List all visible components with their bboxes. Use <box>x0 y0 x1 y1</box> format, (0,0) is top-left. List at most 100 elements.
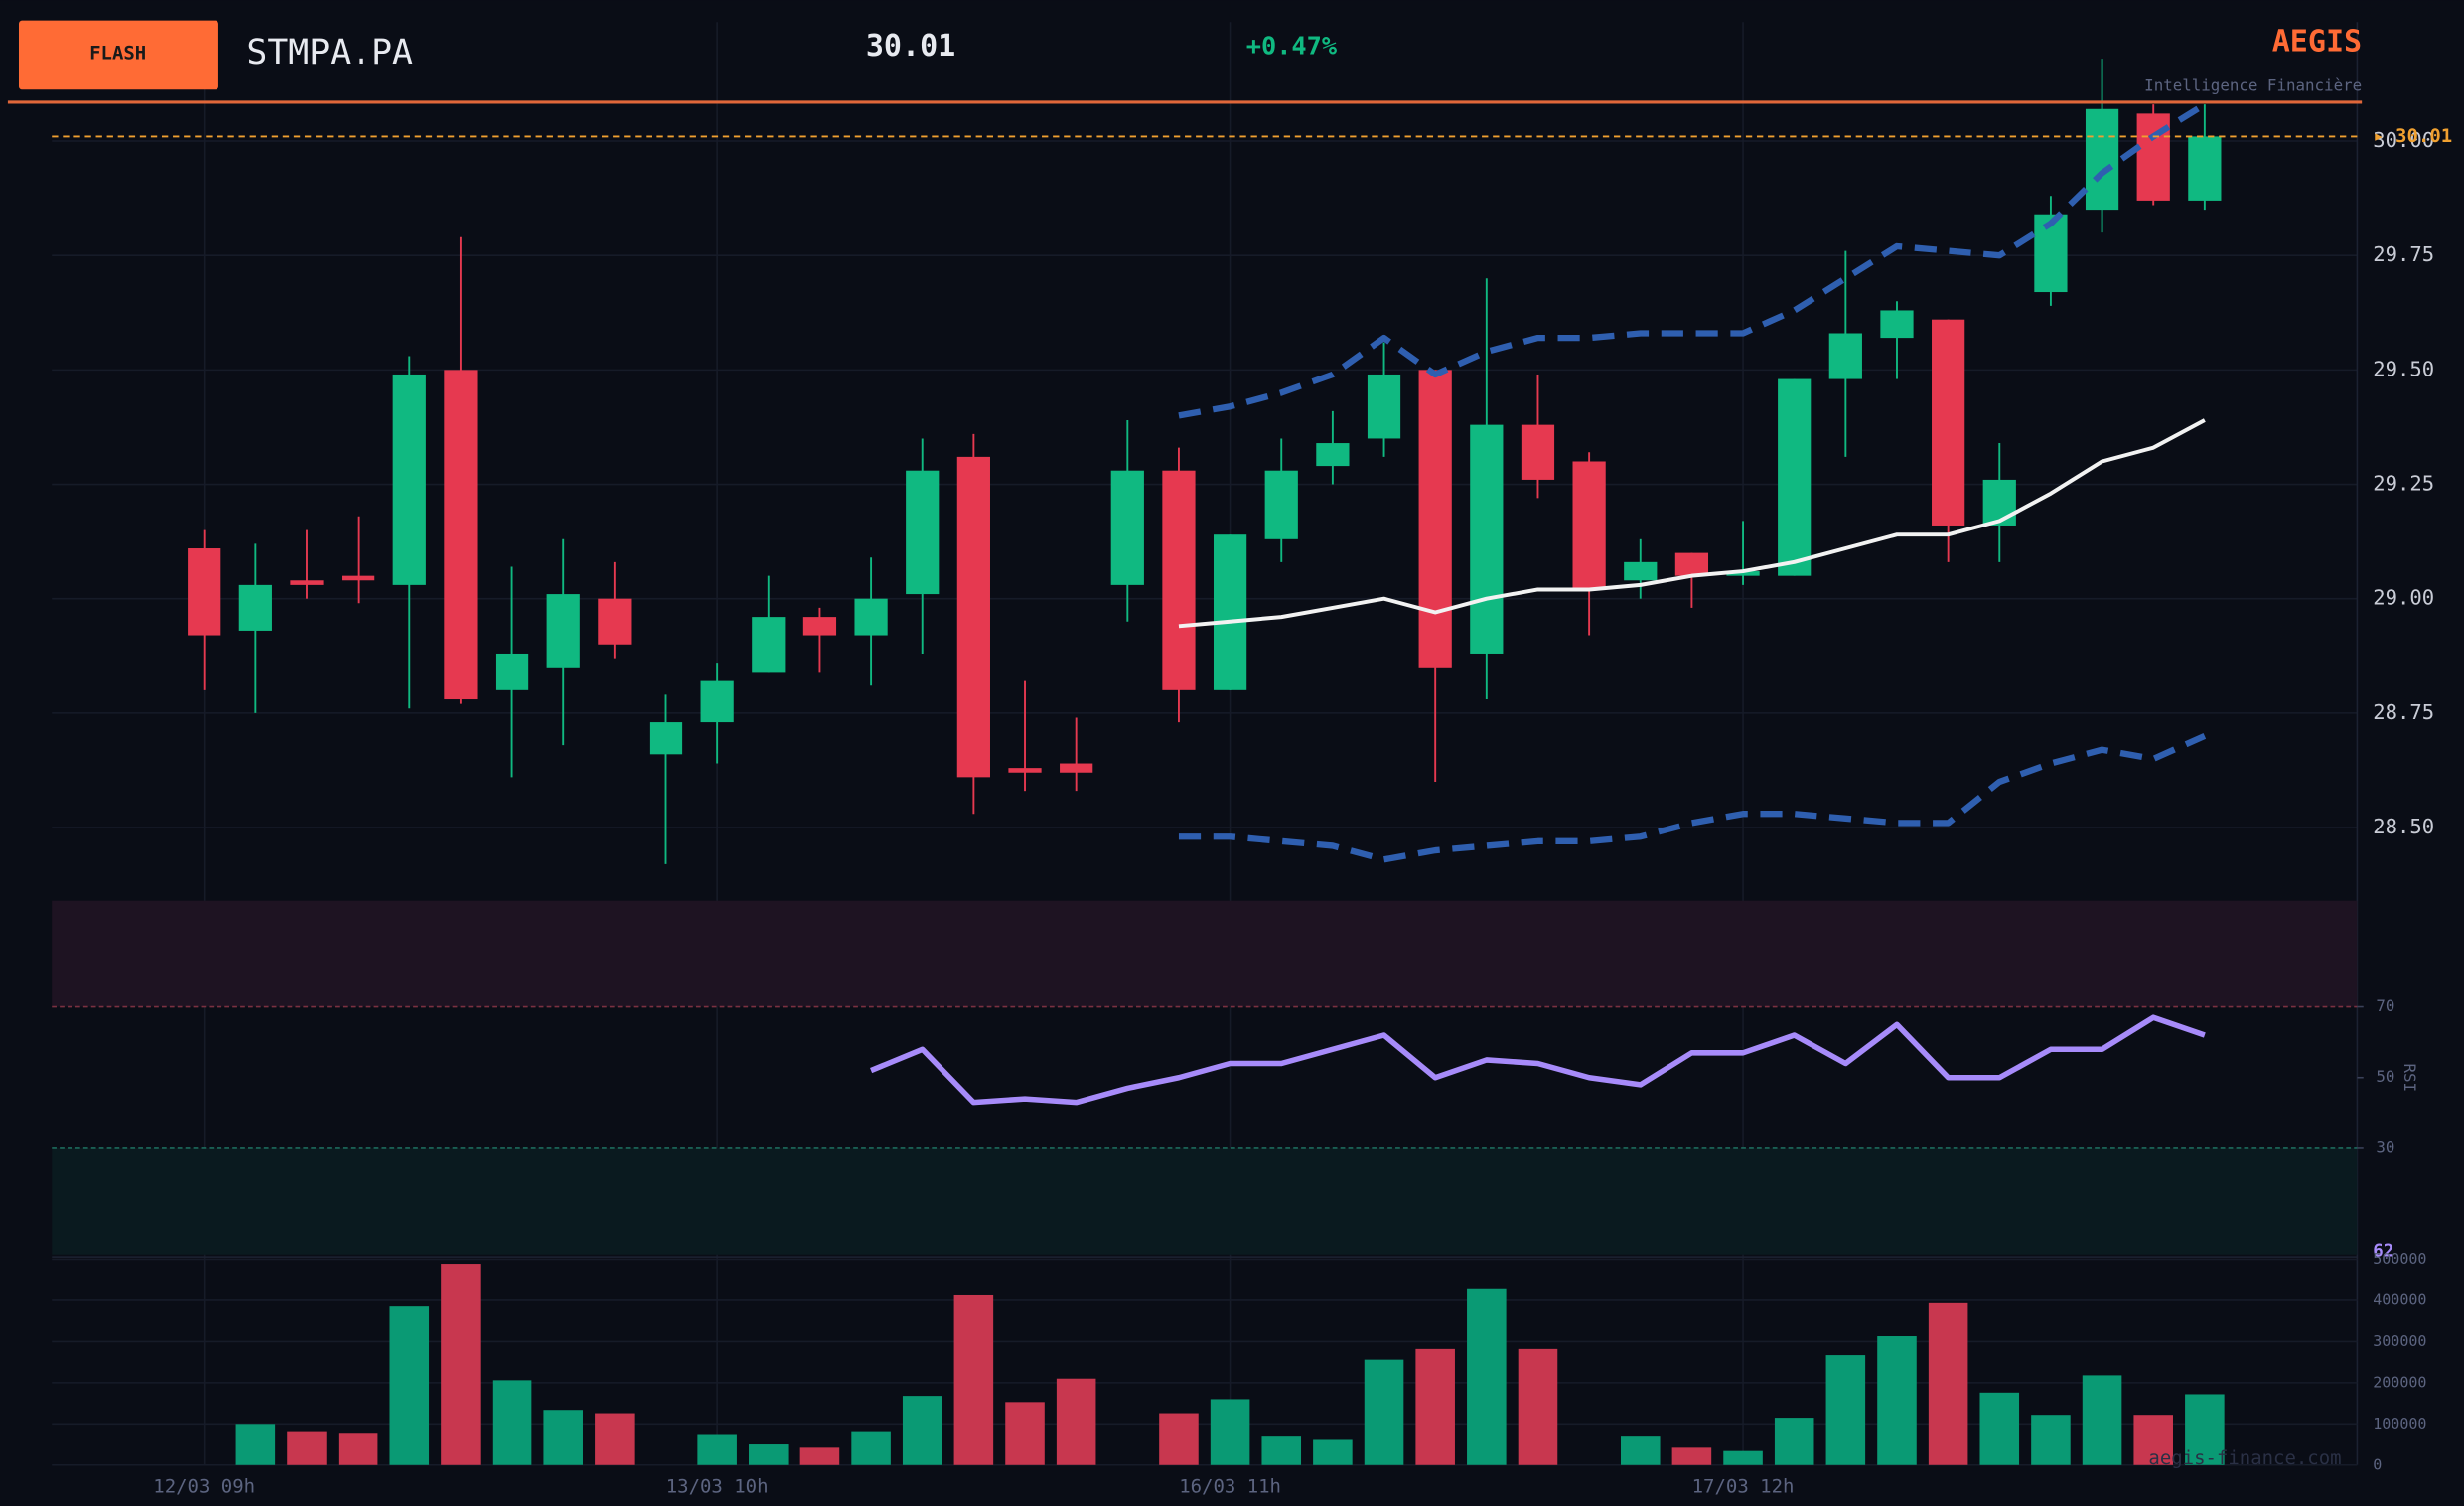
candle-body <box>802 617 837 636</box>
volume-bar <box>1825 1355 1866 1465</box>
band-line <box>1178 101 2207 419</box>
y-tick-label: 100000 <box>2373 1415 2426 1432</box>
candle-body <box>956 456 990 778</box>
y-tick-label: 29.00 <box>2373 586 2434 610</box>
volume-bar <box>2133 1415 2173 1465</box>
rsi-line <box>870 1014 2206 1106</box>
y-tick-label: 300000 <box>2373 1332 2426 1350</box>
candle-body <box>1674 552 1709 576</box>
candle-body <box>854 598 888 636</box>
y-tick-label: 28.75 <box>2373 700 2434 724</box>
candle-body <box>1932 319 1965 526</box>
volume-bar <box>953 1294 994 1465</box>
volume-bar <box>2031 1415 2071 1465</box>
volume-bar <box>697 1434 737 1465</box>
candle-body <box>1470 424 1504 654</box>
volume-bar <box>1005 1402 1045 1465</box>
volume-bar <box>1159 1413 1199 1465</box>
volume-bar <box>492 1380 532 1465</box>
oversold-zone <box>52 1147 2358 1255</box>
candle-body <box>1367 374 1401 439</box>
candle-body <box>1060 763 1093 773</box>
candle-body <box>1880 310 1914 339</box>
candle-body <box>1982 479 2016 526</box>
candle-body <box>906 470 940 595</box>
volume-bar <box>441 1264 481 1465</box>
volume-bar <box>1313 1439 1353 1465</box>
volume-bar <box>1364 1359 1404 1465</box>
candle-body <box>752 617 786 673</box>
volume-bar <box>799 1447 840 1465</box>
candle-body <box>546 594 580 668</box>
candle-body <box>1624 561 1658 581</box>
last-price-label: ▸ 30.01 <box>2373 125 2452 147</box>
y-tick-label: 70 <box>2376 996 2394 1015</box>
volume-bar <box>2082 1375 2122 1465</box>
symbol: STMPA.PA <box>246 33 413 73</box>
volume-bar <box>235 1424 276 1465</box>
candle-body <box>1418 370 1452 668</box>
y-tick-label: 29.75 <box>2373 242 2434 266</box>
volume-bar <box>2185 1394 2225 1465</box>
plot-layer: 12/03 09h 13/03 10h 16/03 11h 17/03 12h 28.5… <box>52 22 2452 1497</box>
brand: AEGIS <box>2272 24 2362 59</box>
tagline: Intelligence Financière <box>2144 76 2362 95</box>
overbought-zone <box>52 900 2358 1007</box>
badge-text: FLASH <box>89 42 146 64</box>
candle-body <box>1316 443 1350 467</box>
volume-bar <box>1467 1288 1507 1465</box>
x-tick-label: 16/03 11h <box>1179 1475 1281 1497</box>
price: 30.01 <box>866 29 955 64</box>
volume-bar <box>1518 1348 1558 1465</box>
volume-bar <box>1210 1399 1250 1465</box>
volume-bar <box>287 1431 327 1465</box>
candle-body <box>700 680 734 723</box>
candle-body <box>1521 424 1555 480</box>
volume-bar <box>1979 1392 2020 1465</box>
x-tick-label: 12/03 09h <box>153 1475 255 1497</box>
candle-body <box>1008 768 1042 773</box>
candle-body <box>495 653 529 690</box>
volume-bar <box>595 1413 635 1465</box>
candle-body <box>1213 534 1247 690</box>
candle-body <box>1828 333 1862 379</box>
candle-body <box>392 374 426 585</box>
y-tick-label: 30 <box>2376 1137 2394 1156</box>
volume-bar <box>1877 1336 1917 1465</box>
candle-body <box>1572 461 1606 590</box>
volume-bar <box>543 1410 583 1465</box>
volume-bar <box>1415 1348 1455 1465</box>
rsi-last-value: 62 <box>2373 1242 2393 1262</box>
volume-bar <box>1928 1302 1968 1465</box>
y-tick-label: 28.50 <box>2373 815 2434 838</box>
candle-body <box>1726 571 1760 576</box>
volume-bar <box>749 1444 789 1465</box>
candle-body <box>290 580 324 585</box>
y-tick-label: 30.00 <box>2373 128 2434 152</box>
volume-bar <box>338 1433 378 1465</box>
y-tick-label: 50 <box>2376 1067 2394 1086</box>
y-tick-label: 29.25 <box>2373 472 2434 496</box>
band-line <box>1178 733 2207 863</box>
candle-body <box>1264 470 1298 539</box>
volume-bar <box>1774 1418 1814 1465</box>
volume-bar <box>1620 1436 1661 1465</box>
x-tick-label: 13/03 10h <box>666 1475 769 1497</box>
volume-bar <box>1671 1447 1712 1465</box>
candle-body <box>188 548 221 636</box>
volume-bar <box>1056 1378 1096 1465</box>
y-tick-label: 200000 <box>2373 1373 2426 1391</box>
volume-bar <box>902 1396 942 1465</box>
candle-body <box>2188 136 2222 201</box>
candle-body <box>598 598 632 645</box>
volume-bar <box>1723 1450 1763 1465</box>
candle-body <box>1162 470 1196 690</box>
y-tick-label: 500000 <box>2373 1250 2426 1268</box>
candle-body <box>1778 378 1812 576</box>
x-tick-label: 17/03 12h <box>1692 1475 1795 1497</box>
y-tick-label: 400000 <box>2373 1290 2426 1308</box>
average-line <box>1178 418 2206 629</box>
